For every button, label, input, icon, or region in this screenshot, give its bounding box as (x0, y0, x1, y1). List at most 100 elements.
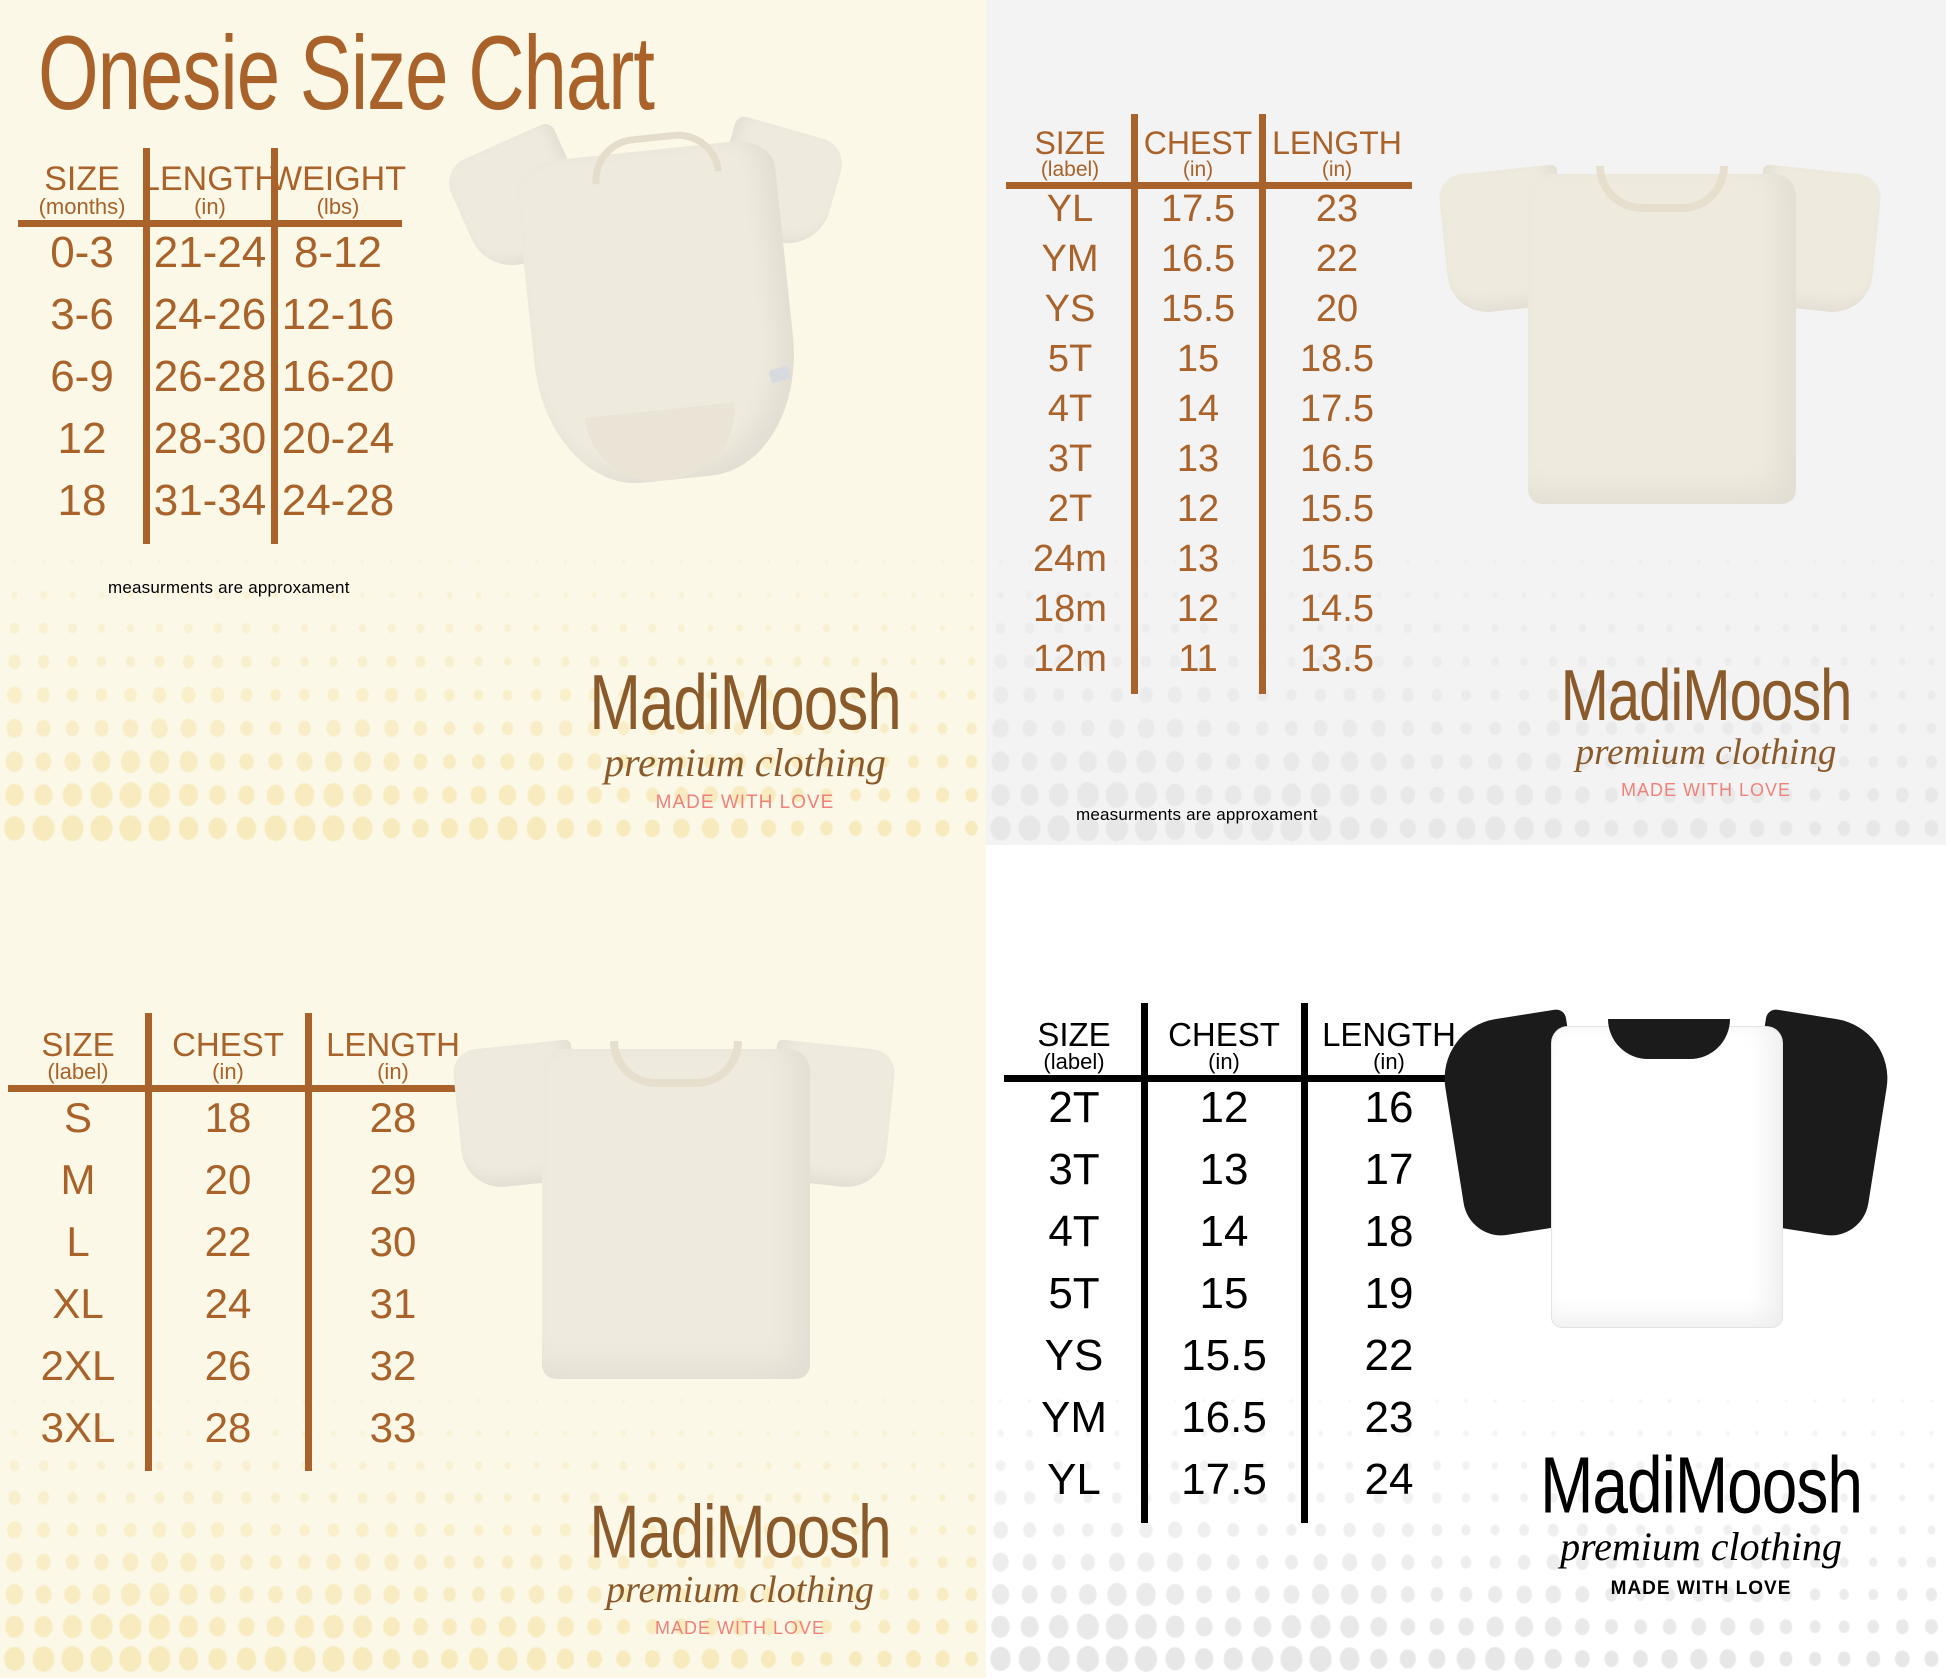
column-header-unit: (months) (38, 194, 126, 219)
table-cell: 31 (369, 1280, 417, 1327)
table-cell: 12 (1199, 1083, 1249, 1132)
table-cell: 16-20 (281, 352, 395, 401)
table-cell: 15.5 (1300, 488, 1374, 530)
table-cell: 20 (204, 1156, 252, 1203)
column-header-main: SIZE (1034, 125, 1106, 161)
brand-tagline: premium clothing (1575, 732, 1837, 773)
column-header-2: CHEST (in) (148, 1005, 308, 1087)
column-header-main: CHEST (1143, 125, 1253, 161)
column-header-main: LENGTH (141, 160, 279, 198)
panel-kids-tshirt: Kids T-Shirt Size Chart SIZE(label)CHEST… (986, 0, 1946, 845)
table-cell: 31-34 (153, 476, 267, 525)
table-cell: 4T (1048, 1207, 1100, 1256)
kids-tshirt-photo (1437, 120, 1896, 570)
table-column-rule (1301, 1003, 1308, 1523)
table-cell: 14.5 (1300, 588, 1374, 630)
brand-logo: MadiMoosh premium clothing MADE WITH LOV… (530, 660, 960, 813)
table-cell: YS (1044, 288, 1096, 330)
brand-tagline: premium clothing (604, 740, 886, 785)
brand-logo: MadiMoosh premium clothing MADE WITH LOV… (1476, 1445, 1926, 1598)
table-cell: XL (52, 1280, 104, 1327)
table-cell: 14 (1199, 1207, 1249, 1256)
table-cell: 18.5 (1300, 338, 1374, 380)
table-cell: 16 (1364, 1083, 1414, 1132)
table-row: YL 17.5 24 (1004, 1449, 1474, 1511)
table-cell: 8-12 (293, 228, 383, 277)
table-cell: 22 (1315, 238, 1359, 280)
raglan-size-table: SIZE (label) CHEST (in) LENGTH (in) 2T 12 16 3T 13… (1004, 995, 1474, 1523)
table-cell: 13 (1199, 1145, 1249, 1194)
table-cell: YL (1047, 1455, 1101, 1504)
table-cell: 12 (1176, 488, 1220, 530)
table-cell: 28-30 (153, 414, 267, 463)
column-header-unit: (label) (1043, 1049, 1105, 1074)
table-cell: 20-24 (281, 414, 395, 463)
table-cell: 30 (369, 1218, 417, 1265)
table-row: 2T 12 16 (1004, 1077, 1474, 1139)
table-header-rule (18, 220, 402, 227)
table-cell: 32 (369, 1342, 417, 1389)
table-column-rule (143, 148, 150, 544)
column-header-main: LENGTH (326, 1026, 460, 1063)
column-header-main: LENGTH (1322, 1016, 1456, 1053)
table-header-rule (1006, 182, 1412, 189)
table-row: 18 31-34 24-28 (18, 470, 402, 532)
table-cell: 15 (1176, 338, 1220, 380)
table-cell: 15 (1199, 1269, 1249, 1318)
column-header-3: WEIGHT (lbs) (270, 140, 406, 222)
brand-logo: MadiMoosh premium clothing MADE WITH LOV… (1486, 659, 1926, 800)
table-cell: YM (1041, 1393, 1107, 1442)
onesie-measurement-note: measurments are approxament (108, 578, 350, 597)
table-row: YL 17.5 23 (1006, 184, 1412, 234)
column-header-1: SIZE (label) (1006, 108, 1134, 184)
table-cell: 17.5 (1181, 1455, 1267, 1504)
column-header-3: LENGTH (in) (308, 1005, 478, 1087)
table-cell: YM (1041, 238, 1099, 280)
table-cell: 18 (57, 476, 107, 525)
table-cell: 28 (369, 1094, 417, 1141)
table-row: 12m 11 13.5 (1006, 634, 1412, 684)
table-row: 3T 13 17 (1004, 1139, 1474, 1201)
table-row: 18m 12 14.5 (1006, 584, 1412, 634)
table-cell: 14 (1176, 388, 1220, 430)
table-cell: 28 (204, 1404, 252, 1451)
column-header-2: LENGTH (in) (141, 140, 279, 222)
adult-size-table: SIZE (label) CHEST (in) LENGTH (in) S 18 28 M 20 29… (8, 1005, 478, 1471)
table-row: 3T 13 16.5 (1006, 434, 1412, 484)
table-cell: 18 (204, 1094, 252, 1141)
table-cell: 13.5 (1300, 638, 1374, 680)
table-cell: 13 (1176, 438, 1220, 480)
brand-made-with-love: MADE WITH LOVE (655, 792, 835, 813)
table-row: 0-3 21-24 8-12 (18, 222, 402, 284)
table-cell: 3T (1047, 438, 1093, 480)
panel-onesie: Onesie Size Chart SIZE (months) LENGTH (in)… (0, 0, 986, 845)
table-cell: 2XL (40, 1342, 116, 1389)
panel-raglan-sleeve: RAGLAN SLEEVE SIZE CHART SIZE(label)CHES… (986, 845, 1946, 1678)
table-row: 2T 12 15.5 (1006, 484, 1412, 534)
table-cell: 5T (1048, 1269, 1100, 1318)
table-cell: 24-26 (153, 290, 267, 339)
table-cell: 26-28 (153, 352, 267, 401)
table-cell: 23 (1364, 1393, 1414, 1442)
table-cell: 17.5 (1300, 388, 1374, 430)
column-header-unit: (in) (212, 1059, 244, 1084)
column-header-unit: (in) (1321, 158, 1353, 181)
table-column-rule (1131, 114, 1138, 694)
table-cell: 16.5 (1300, 438, 1374, 480)
table-cell: 18m (1033, 588, 1107, 630)
column-header-main: WEIGHT (270, 160, 406, 198)
column-header-3: LENGTH (in) (1304, 995, 1474, 1077)
brand-name: MadiMoosh (589, 660, 901, 747)
table-cell: 12-16 (281, 290, 395, 339)
kids-size-table: SIZE (label) CHEST (in) LENGTH (in) YL 17.5 23 YM… (1006, 108, 1412, 694)
column-header-unit: (in) (1208, 1049, 1240, 1074)
table-row: 5T 15 18.5 (1006, 334, 1412, 384)
table-cell: 5T (1047, 338, 1093, 380)
table-cell: M (60, 1156, 96, 1203)
table-row: YS 15.5 22 (1004, 1325, 1474, 1387)
column-header-unit: (label) (47, 1059, 109, 1084)
brand-made-with-love: MADE WITH LOVE (1620, 780, 1791, 800)
column-header-main: SIZE (1037, 1016, 1111, 1053)
table-cell: 33 (369, 1404, 417, 1451)
adult-tshirt-body (542, 1049, 810, 1379)
